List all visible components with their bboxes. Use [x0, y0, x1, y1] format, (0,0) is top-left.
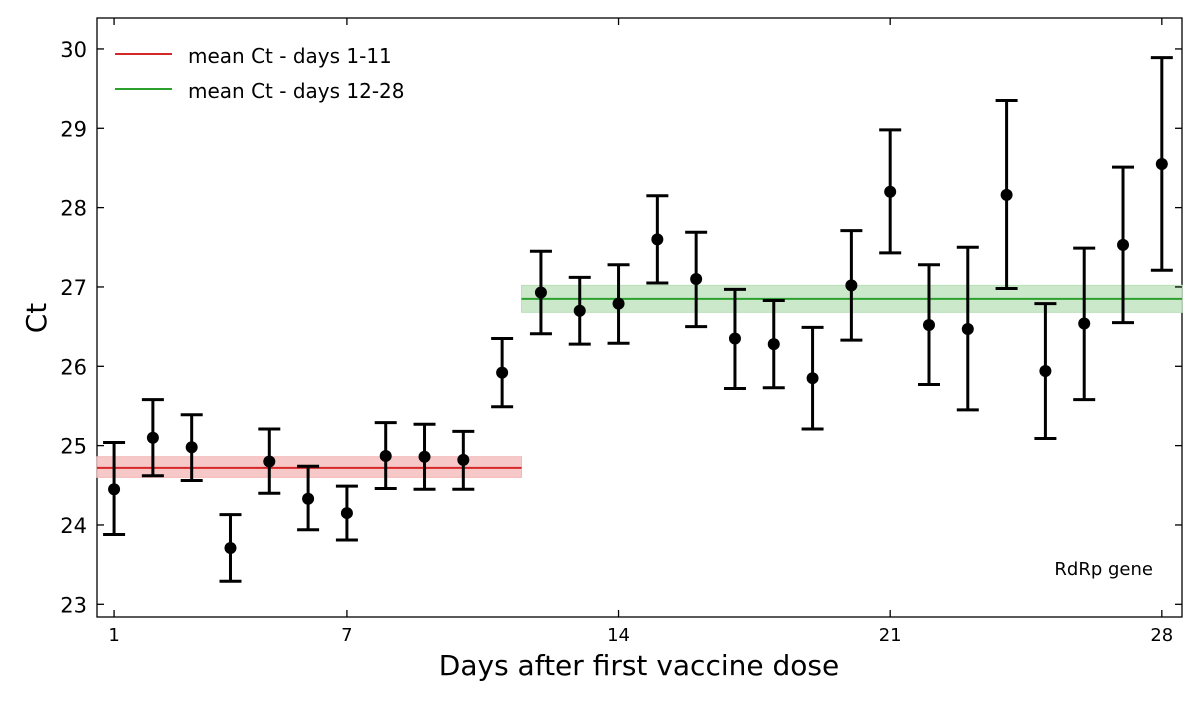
data-point — [146, 431, 159, 444]
y-tick-label: 27 — [60, 276, 87, 300]
data-point — [185, 441, 198, 454]
y-tick-label: 26 — [60, 355, 87, 379]
data-point — [1117, 238, 1130, 251]
data-point — [263, 455, 276, 468]
x-tick-label: 21 — [879, 625, 902, 646]
legend: mean Ct - days 1-11 mean Ct - days 12-28 — [115, 44, 405, 103]
plot-frame — [96, 17, 1183, 618]
y-axis-label: Ct — [20, 303, 53, 334]
data-point — [379, 449, 392, 462]
x-axis-label: Days after first vaccine dose — [439, 649, 839, 682]
data-point — [534, 286, 547, 299]
data-point — [1155, 157, 1168, 170]
gene-annotation: RdRp gene — [1054, 559, 1153, 580]
data-point — [612, 297, 625, 310]
data-point — [1000, 188, 1013, 201]
legend-label-red: mean Ct - days 1-11 — [188, 44, 392, 68]
data-point — [573, 304, 586, 317]
data-point — [884, 185, 897, 198]
data-point — [496, 366, 509, 379]
data-point — [224, 541, 237, 554]
data-point — [340, 507, 353, 520]
y-tick-label: 30 — [60, 38, 87, 62]
x-tick-label: 28 — [1150, 625, 1173, 646]
y-tick-label: 28 — [60, 197, 87, 221]
data-point — [302, 492, 315, 505]
x-tick-label: 14 — [607, 625, 630, 646]
data-point — [845, 279, 858, 292]
data-point — [961, 323, 974, 336]
x-tick-label: 7 — [341, 625, 352, 646]
y-tick-label: 25 — [60, 435, 87, 459]
data-point — [457, 453, 470, 466]
data-point — [728, 332, 741, 345]
data-point — [767, 338, 780, 351]
legend-label-green: mean Ct - days 12-28 — [188, 79, 405, 103]
data-point — [806, 372, 819, 385]
data-point — [651, 233, 664, 246]
y-tick-label: 29 — [60, 117, 87, 141]
x-tick-label: 1 — [108, 625, 119, 646]
data-point — [108, 483, 121, 496]
data-point — [1039, 365, 1052, 378]
y-tick-label: 24 — [60, 514, 87, 538]
data-point — [418, 450, 431, 463]
data-point — [922, 319, 935, 332]
data-point — [1078, 317, 1091, 330]
data-point — [690, 273, 703, 286]
y-tick-label: 23 — [60, 593, 87, 617]
